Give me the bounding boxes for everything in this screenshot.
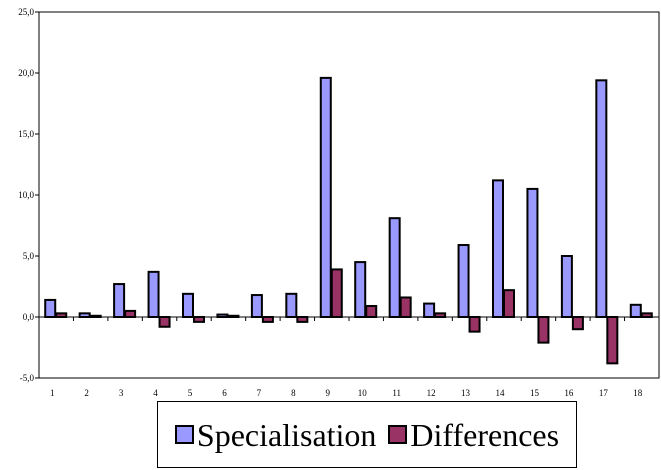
bar-differences-8 — [296, 316, 309, 323]
x-tick-label: 15 — [530, 388, 540, 398]
bar-differences-11 — [399, 296, 412, 319]
legend-swatch-specialisation — [174, 425, 194, 444]
y-tick-labels: -5,0 0,0 5,0 10,0 15,0 20,0 25,0 — [18, 7, 34, 383]
bar-differences-1 — [55, 312, 68, 318]
x-tick-label: 2 — [84, 388, 89, 398]
bar-specialisation-11 — [388, 217, 401, 318]
legend-swatch-differences — [388, 425, 408, 444]
bar-specialisation-8 — [285, 292, 298, 319]
bar-differences-16 — [571, 316, 584, 331]
plot-area-border — [38, 11, 660, 379]
x-tick-label: 11 — [392, 388, 401, 398]
y-tick-label: 10,0 — [18, 190, 34, 200]
x-tick-label: 13 — [461, 388, 471, 398]
bar-differences-12 — [434, 312, 447, 318]
chart-bars — [44, 76, 653, 365]
bar-differences-2 — [89, 314, 102, 318]
x-tick-label: 6 — [222, 388, 227, 398]
bar-specialisation-6 — [216, 313, 229, 318]
bar-specialisation-18 — [629, 303, 642, 318]
bar-specialisation-14 — [492, 179, 504, 318]
bar-differences-10 — [365, 305, 378, 318]
x-tick-label: 12 — [427, 388, 436, 398]
bar-specialisation-3 — [113, 283, 126, 318]
x-tick-label: 16 — [564, 388, 574, 398]
legend-item-specialisation: Specialisation — [174, 416, 377, 453]
bar-specialisation-5 — [182, 292, 194, 319]
x-tick-label: 17 — [599, 388, 609, 398]
bar-differences-9 — [330, 268, 343, 319]
legend-label-differences: Differences — [410, 416, 560, 453]
x-tick-label: 18 — [633, 388, 643, 398]
bar-differences-6 — [227, 314, 240, 318]
bar-specialisation-9 — [319, 76, 332, 318]
bar-chart: -5,00,05,010,015,020,025,0 1 2 3 4 5 6 7 8 9 10 11… — [18, 7, 660, 398]
x-tick-label: 3 — [119, 388, 124, 398]
bar-specialisation-15 — [526, 187, 539, 318]
x-tick-label: 5 — [188, 388, 193, 398]
chart-axes — [35, 11, 660, 379]
bar-differences-18 — [640, 312, 653, 318]
x-tick-label: 14 — [496, 388, 506, 398]
bar-specialisation-2 — [78, 312, 91, 318]
y-tick-label: 25,0 — [18, 7, 34, 17]
y-tick-label: 5,0 — [23, 251, 35, 261]
bar-specialisation-7 — [250, 294, 263, 319]
x-tick-label: 10 — [358, 388, 368, 398]
x-tick-label: 7 — [257, 388, 262, 398]
y-tick-label: 15,0 — [18, 129, 34, 139]
bar-differences-4 — [158, 316, 171, 328]
legend-label-specialisation: Specialisation — [196, 416, 377, 453]
x-tick-labels: 1 2 3 4 5 6 7 8 9 10 11 12 13 14 15 16 17 18 — [50, 388, 643, 398]
bar-specialisation-1 — [44, 298, 57, 319]
bar-specialisation-12 — [423, 302, 436, 318]
bar-differences-14 — [503, 289, 515, 319]
bar-specialisation-10 — [354, 261, 367, 319]
bar-specialisation-13 — [457, 244, 470, 319]
y-tick-label: 20,0 — [18, 68, 34, 78]
bar-differences-17 — [606, 316, 619, 365]
bar-differences-3 — [124, 309, 137, 318]
y-tick-label: -5,0 — [20, 373, 35, 383]
bar-differences-7 — [261, 316, 274, 323]
x-tick-label: 8 — [291, 388, 296, 398]
bar-specialisation-4 — [147, 270, 160, 318]
bar-differences-5 — [193, 316, 205, 323]
bar-specialisation-17 — [595, 79, 608, 318]
chart-legend: Specialisation Differences — [157, 401, 577, 468]
bar-differences-15 — [537, 316, 550, 344]
bar-specialisation-16 — [560, 255, 573, 318]
bar-differences-13 — [468, 316, 481, 333]
x-tick-label: 1 — [50, 388, 55, 398]
x-tick-label: 9 — [326, 388, 331, 398]
x-tick-label: 4 — [153, 388, 158, 398]
legend-item-differences: Differences — [388, 419, 559, 451]
y-tick-label: 0,0 — [23, 312, 35, 322]
